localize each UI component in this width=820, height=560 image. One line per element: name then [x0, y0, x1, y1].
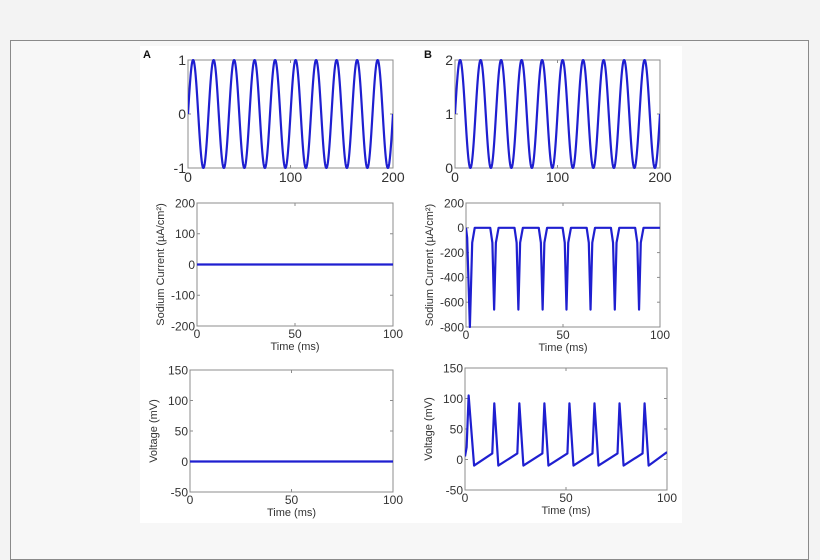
x-tick-label: 100 — [279, 169, 303, 185]
x-tick-label: 0 — [462, 491, 469, 505]
x-axis-label: Time (ms) — [267, 507, 316, 519]
x-tick-label: 100 — [657, 491, 677, 505]
y-tick-label: 0 — [456, 453, 463, 467]
y-tick-label: 100 — [168, 394, 188, 408]
x-tick-label: 50 — [285, 493, 299, 507]
y-tick-label: -600 — [440, 296, 464, 310]
y-tick-label: 150 — [168, 363, 188, 377]
y-tick-label: -200 — [440, 246, 464, 260]
y-tick-label: 50 — [175, 424, 189, 438]
x-tick-label: 100 — [383, 327, 403, 341]
x-tick-label: 0 — [463, 328, 470, 342]
y-tick-label: 150 — [443, 361, 463, 375]
y-axis-label: Voltage (mV) — [148, 399, 160, 463]
y-axis-label: Voltage (mV) — [423, 397, 435, 461]
plot-area-3 — [465, 202, 661, 328]
y-tick-label: 200 — [444, 196, 464, 210]
y-tick-label: 0 — [178, 106, 186, 122]
plot-area-5 — [464, 367, 668, 491]
y-tick-label: 1 — [445, 106, 453, 122]
y-tick-label: -50 — [171, 485, 189, 499]
plot-area-4 — [189, 369, 394, 493]
x-tick-label: 50 — [559, 491, 573, 505]
series-line-b-5 — [465, 394, 667, 467]
x-tick-label: 100 — [650, 328, 670, 342]
y-axis-label: Sodium Current (µA/cm²) — [155, 203, 167, 325]
x-tick-label: 200 — [648, 169, 672, 185]
series-line-a-0 — [188, 59, 393, 169]
x-tick-label: 0 — [194, 327, 201, 341]
x-tick-label: 100 — [383, 493, 403, 507]
y-tick-label: 50 — [450, 422, 464, 436]
x-axis-label: Time (ms) — [270, 341, 319, 353]
y-tick-label: 0 — [188, 258, 195, 272]
y-axis-label: Sodium Current (µA/cm²) — [424, 204, 436, 326]
x-tick-label: 50 — [556, 328, 570, 342]
x-tick-label: 0 — [451, 169, 459, 185]
y-tick-label: -50 — [446, 483, 464, 497]
y-tick-label: 1 — [178, 52, 186, 68]
y-tick-label: 0 — [445, 160, 453, 176]
y-tick-label: 100 — [175, 227, 195, 241]
x-tick-label: 200 — [381, 169, 405, 185]
x-axis-label: Time (ms) — [538, 342, 587, 354]
x-tick-label: 50 — [288, 327, 302, 341]
y-tick-label: 2 — [445, 52, 453, 68]
x-tick-label: 0 — [184, 169, 192, 185]
x-tick-label: 0 — [187, 493, 194, 507]
panel-label-b: B — [424, 49, 432, 61]
y-tick-label: 0 — [181, 455, 188, 469]
y-tick-label: -800 — [440, 320, 464, 334]
x-tick-label: 100 — [546, 169, 570, 185]
panel-label-a: A — [143, 49, 151, 61]
x-axis-label: Time (ms) — [541, 505, 590, 517]
y-tick-label: 200 — [175, 196, 195, 210]
y-tick-label: -100 — [171, 289, 195, 303]
y-tick-label: -1 — [174, 160, 187, 176]
y-tick-label: 100 — [443, 392, 463, 406]
y-tick-label: -400 — [440, 271, 464, 285]
figure-area: A B 0 100 200 -1 0 1 0 100 200 0 1 2 0 50 100 -200 -100 0… — [140, 46, 682, 523]
series-line-b-1 — [455, 59, 660, 169]
y-tick-label: 0 — [457, 221, 464, 235]
series-line-b-3 — [466, 226, 660, 328]
y-tick-label: -200 — [171, 319, 195, 333]
